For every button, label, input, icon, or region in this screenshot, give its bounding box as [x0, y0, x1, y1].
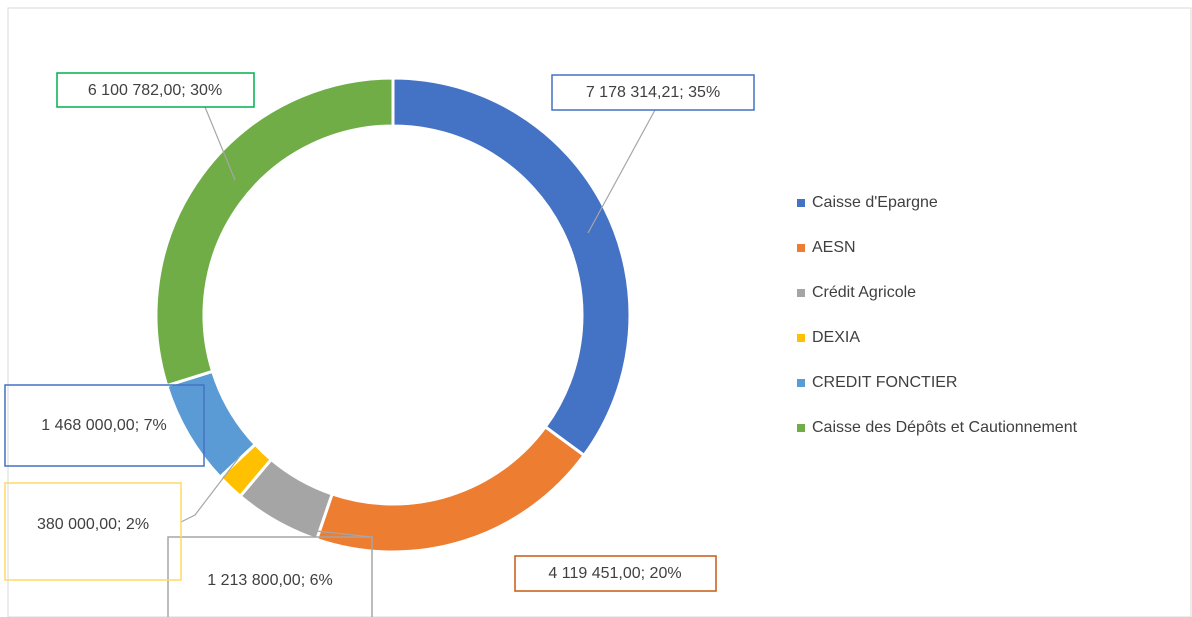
leader-line	[204, 106, 236, 181]
legend-label: AESN	[812, 239, 856, 256]
legend-label: DEXIA	[812, 329, 860, 346]
data-label: 380 000,00; 2%	[37, 516, 149, 533]
data-label-box	[4, 482, 182, 581]
leader-line	[180, 455, 241, 523]
donut-slice	[154, 76, 395, 388]
legend-swatch	[797, 334, 805, 342]
data-label-box	[4, 384, 205, 467]
chart-frame	[7, 7, 1192, 617]
legend-swatch	[797, 379, 805, 387]
legend-label: Caisse d'Epargne	[812, 194, 938, 211]
data-label-box	[167, 536, 373, 617]
legend-label: CREDIT FONCTIER	[812, 374, 957, 391]
data-label-box	[514, 555, 717, 592]
data-label-box	[551, 74, 755, 111]
legend-label: Caisse des Dépôts et Cautionnement	[812, 419, 1078, 436]
leader-line	[587, 109, 656, 234]
donut-slice	[314, 424, 587, 554]
legend-swatch	[797, 244, 805, 252]
data-label: 4 119 451,00; 20%	[548, 565, 681, 582]
leader-line	[306, 529, 373, 538]
donut-slice	[391, 76, 632, 458]
legend-swatch	[797, 289, 805, 297]
data-label-box	[56, 72, 255, 108]
legend-label: Crédit Agricole	[812, 284, 916, 301]
legend-swatch	[797, 424, 805, 432]
data-label: 6 100 782,00; 30%	[88, 82, 222, 99]
data-label: 1 468 000,00; 7%	[41, 417, 166, 434]
legend-swatch	[797, 199, 805, 207]
data-label: 1 213 800,00; 6%	[207, 572, 332, 589]
data-label: 7 178 314,21; 35%	[586, 84, 720, 101]
